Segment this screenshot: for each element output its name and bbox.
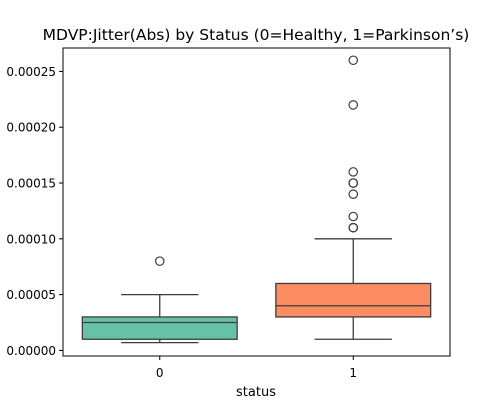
outlier-point [348,178,359,188]
outlier-point [348,55,359,66]
y-tick-label: 0.00015 [6,177,56,191]
x-tick-label: 1 [349,366,357,380]
x-axis-label: status [236,385,276,400]
outlier-point [348,222,359,233]
plot-area-frame [62,47,451,357]
outlier-point [348,211,359,222]
box-group-status-0 [81,256,238,344]
outlier-point [154,256,165,266]
y-tick-label: 0.00025 [6,65,56,79]
iqr-box [275,282,432,318]
y-tick-label: 0.00000 [6,344,56,358]
chart-title: MDVP:Jitter(Abs) by Status (0=Healthy, 1… [43,26,470,44]
box-group-status-1 [275,55,432,340]
outlier-point [348,100,359,110]
box-series [81,55,432,344]
y-axis: 0.00000 0.00005 0.00010 0.00015 0.00020 0.000… [6,65,63,358]
y-tick-label: 0.00010 [6,232,56,246]
y-tick-label: 0.00020 [6,121,56,135]
x-tick-label: 0 [156,366,164,380]
outlier-point [348,189,359,199]
outlier-point [348,167,359,177]
iqr-box [81,316,238,340]
y-tick-label: 0.00005 [6,288,56,302]
